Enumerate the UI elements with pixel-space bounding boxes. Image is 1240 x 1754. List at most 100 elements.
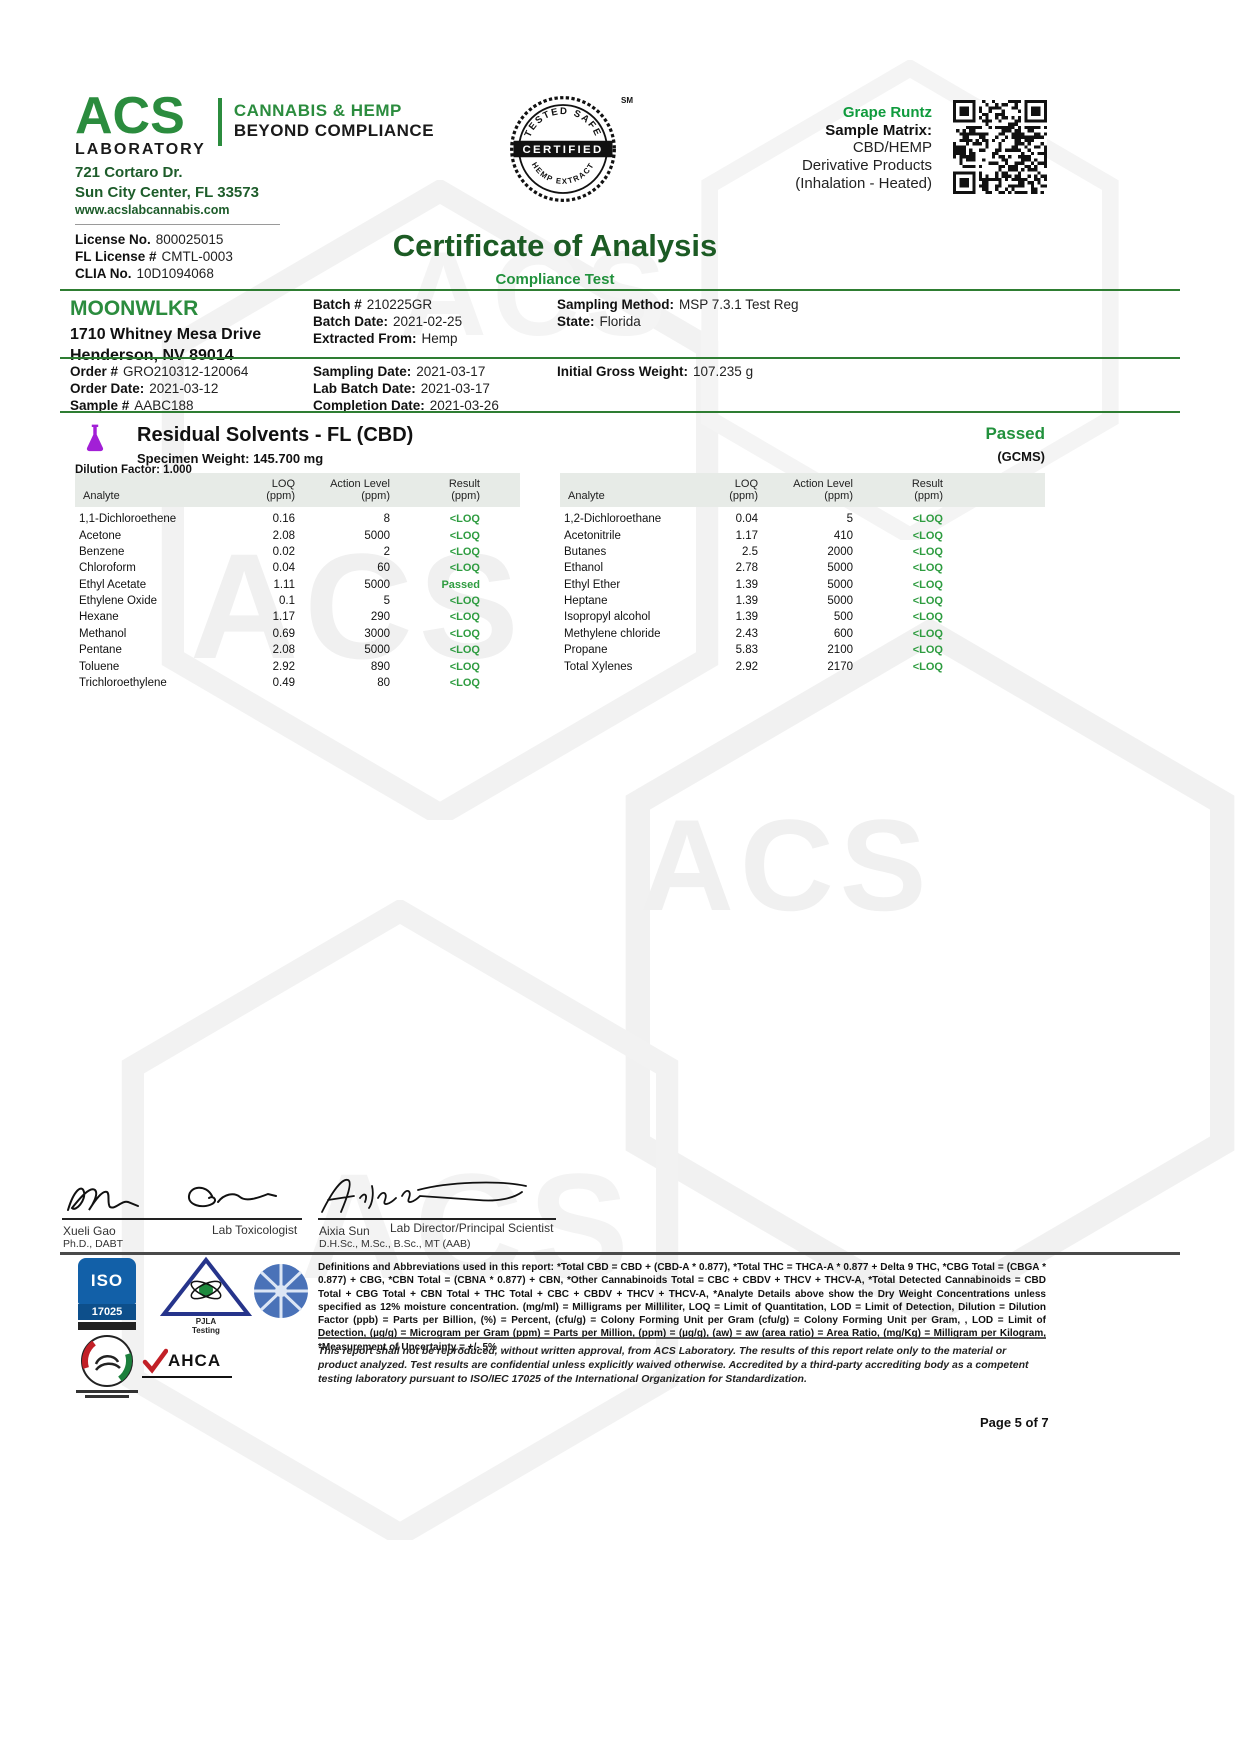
info-line: Lab Batch Date: 2021-03-17	[313, 381, 490, 397]
lab-website-link[interactable]: www.acslabcannabis.com	[75, 203, 230, 217]
info-line: Initial Gross Weight: 107.235 g	[557, 364, 754, 379]
info-line: Extracted From: Hemp	[313, 331, 458, 347]
sample-matrix-line: (Inhalation - Heated)	[795, 174, 932, 192]
info-line: Order # GRO210312-120064	[70, 364, 249, 379]
sample-matrix-line: CBD/HEMP	[852, 139, 932, 157]
sampling-method-info: Sampling Method: MSP 7.3.1 Test Reg State:…	[557, 297, 799, 331]
license-line: License No. 800025015	[75, 232, 224, 247]
section-status-passed: Passed	[985, 424, 1045, 443]
table-row: Total Xylenes 2.92 2170 <LOQ	[564, 660, 943, 673]
table-header: Analyte LOQ (ppm) Action Level (ppm) Resul…	[560, 473, 1045, 507]
table-row: Benzene 0.02 2 <LOQ	[79, 545, 480, 558]
signer-name: Xueli Gao	[63, 1224, 116, 1238]
signer-credentials: Ph.D., DABT	[63, 1238, 124, 1250]
gross-weight-info: Initial Gross Weight: 107.235 g	[557, 364, 753, 381]
disclaimer-text: This report shall not be reproduced, wit…	[318, 1345, 1029, 1386]
logo-divider	[217, 98, 222, 146]
footer-divider	[60, 1252, 1180, 1255]
definitions-divider	[318, 1337, 1046, 1339]
table-row: Propane 5.83 2100 <LOQ	[564, 644, 943, 657]
watermark-hexagon	[121, 900, 679, 1540]
batch-info: Batch #210225GR Batch Date: 2021-02-25 Extr…	[313, 297, 462, 349]
table-row: Ethyl Acetate 1.11 5000 Passed	[79, 578, 480, 591]
solvents-table-right: Analyte LOQ (ppm) Action Level (ppm) Resul…	[560, 473, 1045, 675]
table-row: Pentane 2.08 5000 <LOQ	[79, 644, 480, 657]
iso-registered-caption-bars	[76, 1390, 138, 1400]
divider-rule	[60, 411, 1180, 413]
divider-rule	[60, 357, 1180, 359]
table-row: Acetone 2.08 5000 <LOQ	[79, 529, 480, 542]
logo-tagline-1: CANNABIS & HEMP	[233, 101, 402, 120]
logo-tagline-2: BEYOND COMPLIANCE	[233, 121, 435, 140]
table-row: Acetonitrile 1.17 410 <LOQ	[564, 529, 943, 542]
table-row: 1,1-Dichloroethene 0.16 8 <LOQ	[79, 513, 480, 526]
page-number: Page 5 of 7	[980, 1415, 1049, 1430]
iso-registered-laboratory-logo	[81, 1335, 133, 1387]
table-row: Toluene 2.92 890 <LOQ	[79, 660, 480, 673]
signer-title: Lab Director/Principal Scientist	[390, 1221, 554, 1235]
watermark-hexagon	[625, 620, 1235, 1320]
license-block: License No. 800025015 FL License # CMTL-00…	[75, 232, 233, 284]
sample-info-block: Grape Runtz Sample Matrix: CBD/HEMP Deri…	[690, 104, 932, 192]
table-row: Ethyl Ether 1.39 5000 <LOQ	[564, 578, 943, 591]
table-header: Analyte LOQ (ppm) Action Level (ppm) Resul…	[75, 473, 520, 507]
signature-line	[318, 1218, 556, 1220]
logo-acs-text: ACS	[75, 87, 185, 145]
header-divider	[75, 224, 280, 225]
table-row: Methylene chloride 2.43 600 <LOQ	[564, 627, 943, 640]
seal-sm-mark: SM	[621, 96, 633, 105]
info-line: Sampling Date: 2021-03-17	[313, 364, 486, 379]
page-title: Certificate of Analysis	[392, 228, 718, 263]
signer-title: Lab Toxicologist	[212, 1223, 298, 1237]
signature-line	[62, 1218, 302, 1220]
license-line: FL License # CMTL-0003	[75, 249, 233, 265]
acs-laboratory-logo: ACS LABORATORY CANNABIS & HEMP BEYOND CO…	[75, 87, 435, 159]
info-line: Batch Date: 2021-02-25	[313, 314, 463, 330]
info-line: Batch #210225GR	[313, 297, 433, 312]
dates-info: Sampling Date: 2021-03-17 Lab Batch Date: 2…	[313, 364, 499, 416]
section-title: Residual Solvents - FL (CBD)	[137, 424, 414, 446]
table-row: Trichloroethylene 0.49 80 <LOQ	[79, 676, 480, 689]
table-row: Ethylene Oxide 0.1 5 <LOQ	[79, 595, 480, 608]
page-subtitle: Compliance Test	[495, 271, 615, 288]
sample-matrix-label: Sample Matrix:	[825, 121, 932, 139]
ahca-logo: AHCA	[142, 1348, 232, 1378]
signer-credentials: D.H.Sc., M.Sc., B.Sc., MT (AAB)	[319, 1238, 471, 1250]
signature-xueli-gao	[67, 1186, 277, 1211]
lab-address: 721 Cortaro Dr. Sun City Center, FL 3357…	[75, 164, 259, 201]
order-info: Order # GRO210312-120064 Order Date: 2021-0…	[70, 364, 248, 416]
sample-matrix-line: Derivative Products	[801, 157, 932, 175]
info-line: Completion Date: 2021-03-26	[313, 398, 499, 414]
table-row: Chloroform 0.04 60 <LOQ	[79, 562, 480, 575]
table-row: Ethanol 2.78 5000 <LOQ	[564, 562, 943, 575]
client-name: MOONWLKR	[70, 297, 199, 320]
table-row: Butanes 2.5 2000 <LOQ	[564, 545, 943, 558]
info-line: Sample # AABC188	[70, 398, 194, 414]
table-row: 1,2-Dichloroethane 0.04 5 <LOQ	[564, 513, 943, 526]
tested-safe-certified-seal-icon: TESTED SAFE HEMP EXTRACT CERTIFIED	[510, 96, 616, 202]
table-row: Heptane 1.39 5000 <LOQ	[564, 595, 943, 608]
section-method: (GCMS)	[997, 449, 1045, 464]
iso-17025-accreditation-logo: ISO 17025	[78, 1258, 136, 1332]
client-block: MOONWLKR 1710 Whitney Mesa Drive Henders…	[70, 297, 261, 367]
license-line: CLIA No. 10D1094068	[75, 266, 214, 282]
table-row: Methanol 0.69 3000 <LOQ	[79, 627, 480, 640]
solvents-table-left: Analyte LOQ (ppm) Action Level (ppm) Resul…	[75, 473, 520, 691]
definitions-text: Definitions and Abbreviations used in th…	[318, 1262, 1046, 1353]
signature-aixia-sun	[321, 1179, 527, 1213]
specimen-weight: Specimen Weight: 145.700 mg	[137, 451, 324, 466]
table-row: Hexane 1.17 290 <LOQ	[79, 611, 480, 624]
qr-code	[953, 100, 1047, 194]
round-accreditation-logo	[254, 1264, 308, 1318]
logo-laboratory-text: LABORATORY	[75, 140, 206, 158]
signer-name: Aixia Sun	[319, 1224, 370, 1238]
client-address: 1710 Whitney Mesa Drive Henderson, NV 89…	[70, 326, 262, 364]
table-row: Isopropyl alcohol 1.39 500 <LOQ	[564, 611, 943, 624]
info-line: Sampling Method: MSP 7.3.1 Test Reg	[557, 297, 799, 312]
pjla-testing-logo: PJLA Testing	[158, 1256, 254, 1336]
watermark-acs-text: ACS	[640, 792, 933, 938]
sample-name: Grape Runtz	[842, 104, 932, 121]
svg-text:CERTIFIED: CERTIFIED	[523, 144, 604, 156]
iso-microtext-bar	[78, 1322, 136, 1330]
